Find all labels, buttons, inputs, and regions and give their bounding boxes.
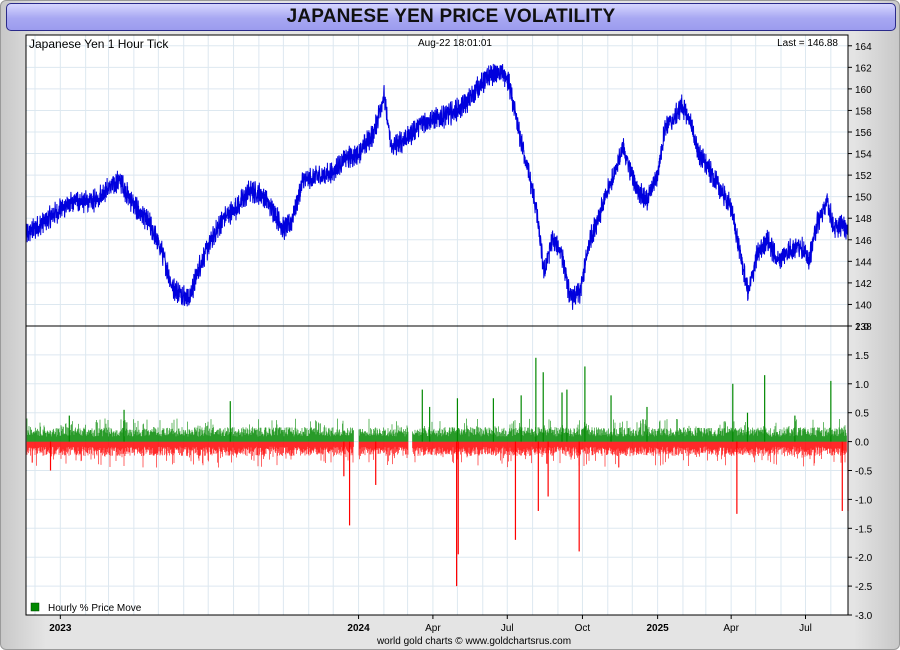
positive-move-bars bbox=[26, 418, 847, 442]
date-axis: 2023 2024 Apr Jul Oct 2025 Apr Jul bbox=[49, 615, 812, 634]
vol-tick-label: 1.5 bbox=[855, 351, 869, 362]
price-tick-label: 142 bbox=[855, 279, 872, 290]
price-panel-title: Japanese Yen 1 Hour Tick bbox=[29, 37, 169, 51]
spike-bars bbox=[49, 357, 849, 587]
legend-swatch bbox=[30, 602, 40, 612]
date-tick-label: Oct bbox=[575, 623, 591, 634]
price-axis: 138 140 142 144 146 148 150 152 154 156 158 160 162 1… bbox=[848, 42, 872, 333]
vol-tick-label: -2.5 bbox=[855, 582, 873, 593]
title-bar: JAPANESE YEN PRICE VOLATILITY bbox=[6, 3, 896, 31]
price-tick-label: 152 bbox=[855, 171, 872, 182]
page-title: JAPANESE YEN PRICE VOLATILITY bbox=[286, 6, 616, 27]
vol-tick-label: 1.0 bbox=[855, 380, 869, 391]
vol-tick-label: -1.5 bbox=[855, 524, 873, 535]
date-stamp: Aug-22 18:01:01 bbox=[418, 38, 492, 49]
vol-tick-label: 0.5 bbox=[855, 409, 869, 420]
price-tick-label: 140 bbox=[855, 300, 872, 311]
date-tick-label: Apr bbox=[723, 623, 739, 634]
price-tick-label: 150 bbox=[855, 193, 872, 204]
price-tick-label: 158 bbox=[855, 106, 872, 117]
date-tick-label: Jul bbox=[799, 623, 812, 634]
date-tick-label: Jul bbox=[501, 623, 514, 634]
plot-border bbox=[25, 34, 849, 616]
volatility-axis: 2.0 1.5 1.0 0.5 0.0 -0.5 -1.0 -1.5 -2.0 -2.5 -3.0 bbox=[848, 322, 873, 622]
price-tick-label: 160 bbox=[855, 85, 872, 96]
price-tick-label: 154 bbox=[855, 150, 872, 161]
footer-credit: world gold charts © www.goldchartsrus.co… bbox=[376, 636, 571, 647]
price-tick-label: 156 bbox=[855, 128, 872, 139]
price-tick-label: 146 bbox=[855, 236, 872, 247]
price-tick-label: 138 bbox=[855, 322, 872, 333]
vol-tick-label: -2.0 bbox=[855, 553, 873, 564]
vol-tick-label: 2.0 bbox=[855, 322, 869, 333]
date-tick-label: 2025 bbox=[646, 623, 669, 634]
vol-tick-label: 0.0 bbox=[855, 438, 869, 449]
price-tick-label: 144 bbox=[855, 257, 872, 268]
price-tick-label: 148 bbox=[855, 214, 872, 225]
vol-tick-label: -0.5 bbox=[855, 467, 873, 478]
date-tick-label: 2024 bbox=[347, 623, 370, 634]
vol-tick-label: -3.0 bbox=[855, 611, 873, 622]
date-tick-label: Apr bbox=[425, 623, 441, 634]
last-price-label: Last = 146.88 bbox=[777, 38, 838, 49]
date-tick-label: 2023 bbox=[49, 623, 72, 634]
negative-move-bars bbox=[26, 441, 847, 468]
vol-tick-label: -1.0 bbox=[855, 495, 873, 506]
price-tick-label: 164 bbox=[855, 42, 872, 53]
legend-label: Hourly % Price Move bbox=[48, 603, 142, 614]
price-line bbox=[25, 63, 849, 310]
price-tick-label: 162 bbox=[855, 63, 872, 74]
